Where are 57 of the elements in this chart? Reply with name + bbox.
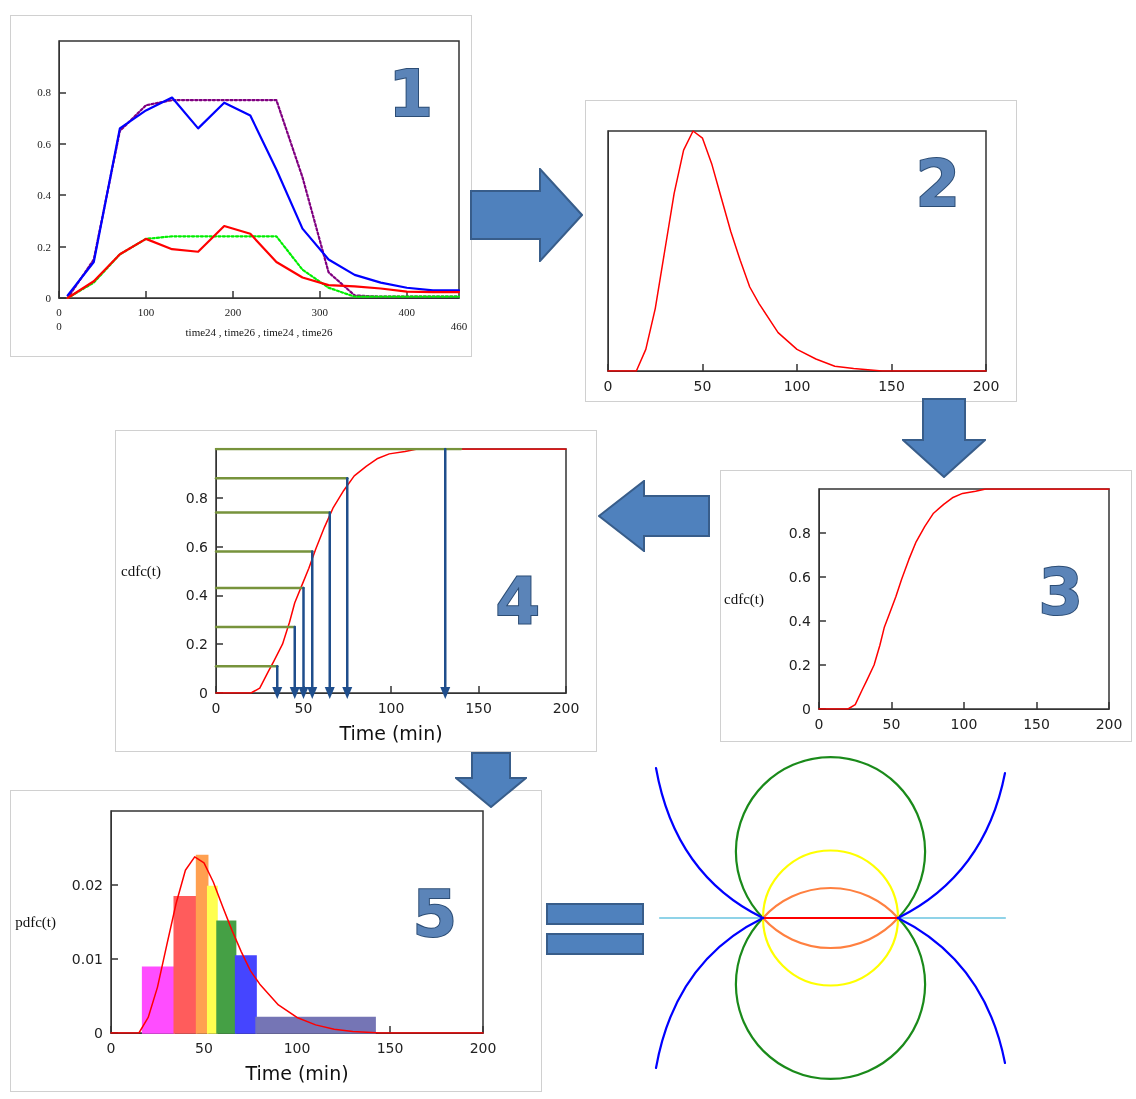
y-tick-label: 0.4 <box>788 613 812 629</box>
y-tick-label: 0 <box>94 1025 103 1041</box>
y-tick-label: 0.6 <box>37 137 52 150</box>
y-tick-label: 0.6 <box>788 569 812 585</box>
x-tick-label: 100 <box>950 716 978 732</box>
x-tick-label: 50 <box>294 700 313 716</box>
y-tick-label: 0.01 <box>71 951 103 967</box>
x-tick-label: 400 <box>398 305 416 318</box>
x-tick-label: 0 <box>814 716 824 732</box>
x-tick-label: 200 <box>224 305 242 318</box>
x-tick-label: 300 <box>311 305 329 318</box>
x-tick-label: 0 <box>211 700 221 716</box>
y-tick-label: 0.02 <box>71 877 103 893</box>
y-tick-label: 0.4 <box>185 587 209 604</box>
x-tick-label: 50 <box>195 1040 213 1056</box>
y-tick-label: 0.4 <box>37 189 52 202</box>
y-tick-label: 0.2 <box>37 240 51 253</box>
y-axis-title: cdfc(t) <box>121 563 161 580</box>
x-tick-label: 50 <box>882 716 901 732</box>
x-tick-label: 0 <box>106 1040 116 1056</box>
x-tick-label: 200 <box>552 700 580 716</box>
x-tick-label: 100 <box>377 700 405 716</box>
y-tick-label: 0.8 <box>788 525 811 541</box>
x-tick-label: 0 <box>603 378 613 394</box>
y-tick-label: 0 <box>199 685 208 701</box>
y-axis-title: cdfc(t) <box>724 591 764 608</box>
x-tick-label: 150 <box>878 378 905 394</box>
x-axis-title: Time (min) <box>244 1061 349 1084</box>
x-tick-label: 50 <box>693 378 712 394</box>
y-tick-label: 0.6 <box>185 538 209 555</box>
y-tick-label: 0.2 <box>788 657 811 673</box>
x-tick-label: 0 <box>56 305 63 318</box>
x-axis-title: time24 , time26 , time24 , time26 <box>185 325 333 338</box>
x-tick-label: 200 <box>1095 716 1123 732</box>
y-axis-title: pdfc(t) <box>15 914 56 931</box>
annotation: 3 <box>1038 555 1083 629</box>
x-tick-label: 100 <box>783 378 811 394</box>
x-tick-label: 150 <box>1023 716 1050 732</box>
x-tick-label: 200 <box>972 378 1000 394</box>
annotation: 5 <box>412 877 457 951</box>
line-series <box>818 488 1110 710</box>
x-tick-label: 100 <box>137 305 155 318</box>
line-series <box>215 448 567 694</box>
x-tick-label: 150 <box>465 700 492 716</box>
x-tick-label: 150 <box>376 1040 404 1056</box>
y-tick-label: 0.2 <box>185 636 208 653</box>
y-tick-label: 0 <box>45 292 52 304</box>
x-tick-label: 100 <box>283 1040 311 1056</box>
annotation: 4 <box>495 565 540 639</box>
y-tick-label: 0.8 <box>185 489 208 506</box>
annotation: 1 <box>388 57 433 131</box>
x-axis-title: Time (min) <box>338 721 443 744</box>
text: 0 <box>56 320 63 332</box>
annotation: 2 <box>915 147 960 221</box>
x-tick-label: 200 <box>469 1040 497 1056</box>
y-tick-label: 0.8 <box>37 86 52 99</box>
text: 460 <box>450 320 468 332</box>
